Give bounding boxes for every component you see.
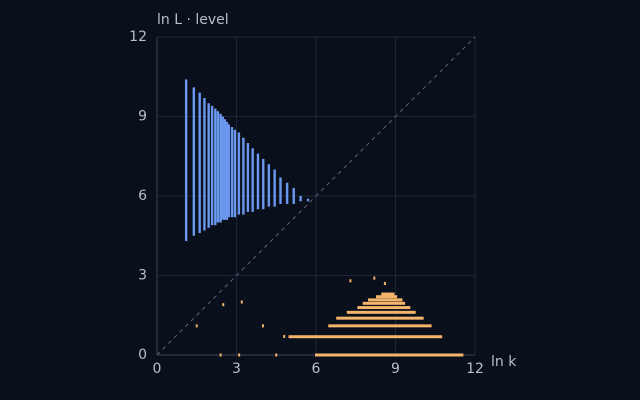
point-column: [210, 105, 214, 226]
point-column: [192, 87, 196, 236]
point-row: [346, 310, 416, 314]
point-column: [299, 196, 302, 202]
point-row: [195, 324, 198, 328]
point-row: [283, 334, 286, 338]
point-column: [221, 116, 224, 220]
point-column: [233, 129, 237, 218]
point-row: [328, 324, 432, 328]
point-row: [238, 353, 241, 357]
diagonal: [156, 36, 476, 356]
point-row: [381, 292, 395, 296]
y-tick-label: 3: [138, 268, 147, 284]
point-column: [251, 148, 254, 212]
point-column: [184, 79, 188, 242]
point-column: [237, 132, 241, 215]
y-tick-label: 12: [129, 29, 147, 45]
y-tick-label: 9: [138, 109, 147, 125]
point-row: [262, 324, 264, 328]
point-column: [198, 92, 201, 234]
chart-title: ln L · level: [157, 12, 229, 28]
point-column: [262, 158, 265, 210]
x-tick-label: 9: [391, 361, 400, 377]
point-column: [225, 121, 229, 220]
point-column: [219, 113, 222, 223]
point-column: [227, 124, 231, 218]
point-column: [216, 111, 220, 223]
point-row: [336, 316, 424, 320]
point-row: [357, 306, 411, 310]
point-column: [214, 108, 217, 226]
x-tick-label: 6: [312, 361, 321, 377]
point-column: [306, 198, 310, 202]
point-row: [275, 353, 278, 357]
point-row: [375, 295, 398, 299]
x-tick-label: 12: [466, 361, 484, 377]
point-column: [256, 153, 260, 210]
y-tick-label: 0: [138, 347, 147, 363]
point-row: [315, 353, 464, 357]
point-column: [203, 97, 206, 231]
point-column: [285, 182, 289, 204]
point-column: [230, 127, 234, 218]
point-row: [219, 353, 222, 357]
x-tick-label: 3: [232, 361, 241, 377]
point-row: [240, 300, 243, 304]
x-tick-label: 0: [153, 361, 162, 377]
point-row: [222, 303, 225, 307]
point-row: [373, 276, 376, 280]
point-column: [273, 169, 276, 207]
y-tick-label: 6: [138, 188, 147, 204]
point-column: [279, 177, 282, 204]
point-row: [362, 301, 406, 305]
point-column: [242, 137, 245, 215]
point-row: [288, 335, 443, 339]
point-column: [246, 143, 250, 212]
point-row: [349, 279, 352, 283]
point-column: [223, 119, 227, 220]
point-column: [207, 103, 210, 228]
point-column: [292, 188, 295, 204]
x-axis-label: ln k: [491, 354, 517, 370]
point-column: [267, 164, 271, 207]
point-row: [383, 281, 386, 285]
point-row: [368, 298, 403, 302]
